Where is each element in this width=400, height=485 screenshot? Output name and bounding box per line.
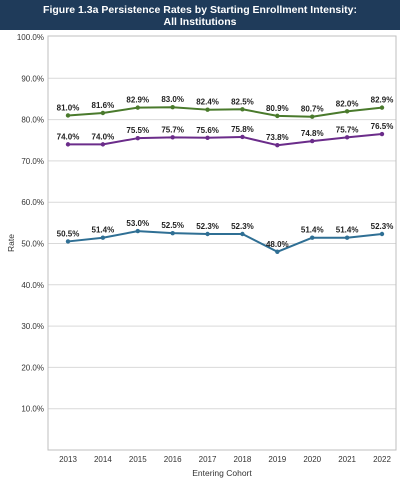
data-labels: 81.0% 81.6% 82.9% 83.0% 82.4% 82.5% 80.9% 80.7%…	[57, 95, 394, 249]
data-label: 82.5%	[231, 97, 254, 106]
data-point	[310, 114, 315, 119]
data-label: 51.4%	[301, 226, 324, 235]
data-label: 48.0%	[266, 240, 289, 249]
x-tick-label: 2018	[234, 455, 252, 464]
data-point	[379, 231, 385, 237]
data-label: 75.8%	[231, 125, 254, 134]
data-label: 82.0%	[336, 99, 359, 108]
data-point	[344, 109, 350, 114]
y-tick-label: 30.0%	[21, 322, 44, 331]
data-label: 51.4%	[336, 226, 359, 235]
data-label: 75.6%	[196, 126, 219, 135]
data-label: 82.4%	[196, 98, 219, 107]
y-tick-label: 10.0%	[21, 405, 44, 414]
data-label: 76.5%	[371, 122, 394, 131]
data-point	[240, 231, 245, 237]
data-point	[205, 107, 210, 112]
data-label: 75.5%	[126, 126, 149, 135]
data-label: 52.3%	[196, 222, 219, 231]
data-label: 51.4%	[92, 226, 115, 235]
y-tick-label: 90.0%	[21, 74, 44, 83]
series-line	[67, 106, 383, 118]
data-point	[310, 235, 315, 240]
data-point	[135, 228, 140, 234]
data-point	[275, 143, 280, 148]
data-point	[100, 235, 106, 240]
data-point	[65, 113, 71, 118]
data-label: 73.8%	[266, 133, 289, 142]
x-axis-tick-labels: 2013 2014 2015 2016 2017 2018 2019 2020 2021 2022	[59, 455, 391, 464]
data-point	[170, 230, 175, 236]
data-label: 83.0%	[161, 95, 184, 104]
y-tick-label: 50.0%	[21, 240, 44, 249]
data-point	[344, 235, 350, 240]
data-point	[65, 239, 71, 244]
data-point	[100, 142, 106, 147]
series-lines	[65, 105, 385, 254]
data-label: 81.6%	[92, 101, 115, 110]
chart-title-banner: Figure 1.3a Persistence Rates by Startin…	[0, 0, 400, 30]
data-label: 52.3%	[371, 222, 394, 231]
data-point	[379, 105, 385, 110]
data-point	[275, 113, 280, 119]
y-axis-title: Rate	[6, 234, 16, 252]
data-point	[240, 134, 245, 140]
chart-title-line-1: Figure 1.3a Persistence Rates by Startin…	[43, 4, 357, 16]
data-point	[170, 135, 175, 140]
x-axis-title: Entering Cohort	[192, 468, 252, 478]
data-point	[100, 110, 106, 116]
x-tick-label: 2022	[373, 455, 391, 464]
data-label: 50.5%	[57, 229, 80, 238]
data-point	[275, 249, 280, 254]
x-tick-label: 2014	[94, 455, 112, 464]
data-label: 53.0%	[126, 219, 149, 228]
series-line	[68, 133, 383, 147]
x-tick-label: 2021	[338, 455, 356, 464]
plot-area-border	[47, 35, 397, 451]
data-label: 81.0%	[57, 103, 80, 112]
x-tick-label: 2019	[268, 455, 286, 464]
data-label: 80.7%	[301, 105, 324, 114]
y-axis-tick-labels: 100.0% 90.0% 80.0% 70.0% 60.0% 50.0% 40.0% 30.0…	[17, 33, 44, 414]
data-label: 82.9%	[371, 96, 394, 105]
y-tick-label: 60.0%	[21, 198, 44, 207]
data-point	[135, 135, 140, 141]
data-point	[310, 138, 315, 144]
data-label: 74.0%	[92, 132, 115, 141]
data-point	[379, 131, 385, 137]
x-tick-label: 2020	[303, 455, 321, 464]
data-point	[170, 105, 175, 110]
y-tick-label: 70.0%	[21, 157, 44, 166]
y-tick-label: 80.0%	[21, 116, 44, 125]
data-label: 82.9%	[126, 96, 149, 105]
x-tick-label: 2013	[59, 455, 77, 464]
data-label: 74.0%	[57, 132, 80, 141]
data-label: 74.8%	[301, 129, 324, 138]
data-label: 80.9%	[266, 104, 289, 113]
data-point	[135, 105, 140, 110]
chart-title-line-2: All Institutions	[163, 16, 237, 28]
y-tick-label: 20.0%	[21, 363, 44, 372]
x-tick-label: 2016	[164, 455, 182, 464]
gridlines	[48, 77, 396, 410]
data-label: 52.5%	[161, 221, 184, 230]
data-label: 52.3%	[231, 222, 254, 231]
data-point	[205, 231, 210, 237]
data-point	[205, 135, 210, 140]
x-tick-label: 2017	[199, 455, 217, 464]
y-tick-label: 40.0%	[21, 281, 44, 290]
x-tick-label: 2015	[129, 455, 147, 464]
y-tick-label: 100.0%	[17, 33, 44, 42]
series-line	[67, 230, 383, 253]
data-label: 75.7%	[336, 125, 359, 134]
data-label: 75.7%	[161, 125, 184, 134]
data-point	[344, 135, 350, 140]
data-point	[240, 107, 245, 112]
data-point	[65, 142, 71, 147]
